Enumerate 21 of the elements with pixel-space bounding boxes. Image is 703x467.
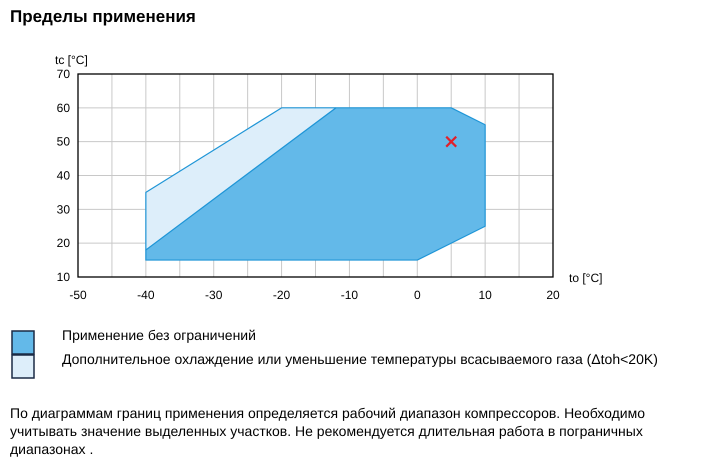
- y-tick-label: 10: [56, 270, 70, 284]
- x-tick-label: 20: [546, 288, 560, 302]
- x-tick-label: -40: [137, 288, 155, 302]
- y-axis-title: tc [°C]: [55, 53, 88, 67]
- y-tick-label: 20: [56, 236, 70, 250]
- y-tick-label: 70: [56, 67, 70, 81]
- x-tick-label: -10: [340, 288, 358, 302]
- y-tick-label: 30: [56, 202, 70, 216]
- legend-label: Применение без ограничений: [62, 327, 256, 343]
- x-tick-label: -50: [69, 288, 87, 302]
- x-tick-label: -30: [205, 288, 223, 302]
- x-tick-label: -20: [272, 288, 291, 302]
- chart-title: Пределы применения: [10, 7, 196, 26]
- text: По диаграммам границ применения определяется рабочий диапазон компрессоров. Необходимо учитывать значение выделенных участков. Не рекомендуется длительная работа в пограничных диапазонах .: [10, 405, 646, 457]
- legend-label: Дополнительное охлаждение или уменьшение температуры всасываемого газа (Δtoh<20K): [62, 351, 658, 367]
- y-tick-label: 40: [56, 168, 70, 182]
- y-tick-label: 50: [56, 134, 70, 149]
- x-tick-label: 0: [414, 288, 421, 302]
- x-tick-label: 10: [478, 288, 492, 302]
- x-axis-title: to [°C]: [569, 271, 602, 285]
- y-tick-label: 60: [56, 100, 70, 115]
